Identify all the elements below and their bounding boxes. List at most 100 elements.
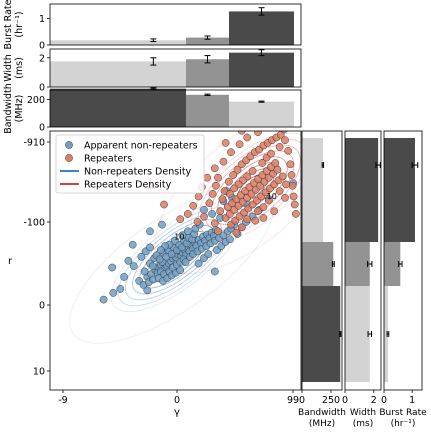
rep-point-37 <box>278 172 287 181</box>
bar-2 <box>229 101 294 127</box>
ylabel: Bandwidth(MHz) <box>3 83 25 134</box>
rep-point-59 <box>289 192 298 201</box>
panel-frame <box>49 3 302 46</box>
rep-point-95 <box>194 192 203 201</box>
rep-point-111 <box>160 200 168 209</box>
rep-point-62 <box>205 199 214 208</box>
rep-point-24 <box>271 159 280 167</box>
rep-point-110 <box>193 218 202 226</box>
xtick-label-0: -9 <box>58 395 67 406</box>
panel-frame <box>383 130 423 391</box>
legend-marker-rep <box>65 154 73 162</box>
nonrep-point-61 <box>181 258 190 266</box>
rep-point-84 <box>275 143 284 151</box>
nonrep-point-112 <box>143 286 152 295</box>
nonrep-point-52 <box>148 262 157 270</box>
bar-1 <box>186 94 229 127</box>
rep-point-61 <box>291 210 300 218</box>
nonrep-point-106 <box>156 246 165 254</box>
nonrep-point-91 <box>204 250 213 258</box>
nonrep-point-111 <box>99 295 108 304</box>
nonrep-point-84 <box>129 262 138 270</box>
rep-point-75 <box>248 167 257 175</box>
nonrep-point-95 <box>226 235 234 244</box>
rep-point-80 <box>226 189 234 198</box>
nonrep-point-127 <box>128 240 137 249</box>
contour-label-nonrep: 10 <box>174 232 184 241</box>
rep-point-99 <box>259 214 268 222</box>
rep-point-54 <box>281 136 289 145</box>
ylabel: r <box>8 256 13 267</box>
rep-point-69 <box>237 223 246 232</box>
bar-0 <box>345 138 379 242</box>
nonrep-point-124 <box>158 220 166 229</box>
xtick-label-0: 0 <box>381 395 387 406</box>
series-repeaters <box>146 131 300 237</box>
rep-density-contour-2 <box>204 144 301 232</box>
ylabel-text: Bandwidth(MHz) <box>3 83 25 134</box>
nonrep-point-88 <box>146 243 154 252</box>
xlabel: Bandwidth (MHz) <box>298 408 346 429</box>
rep-point-83 <box>267 149 275 158</box>
top-burst-rate-panel: 0 1 Burst Rate(hr⁻¹) <box>3 0 302 52</box>
legend-label-nonrep-density: Non-repeaters Density <box>84 167 192 178</box>
nonrep-point-108 <box>109 289 118 297</box>
panel-frame <box>301 130 343 391</box>
xtick-label-1: 2 <box>371 395 377 406</box>
legend-box <box>55 134 205 194</box>
rep-point-56 <box>286 160 295 169</box>
nonrep-point-50 <box>140 267 149 276</box>
rep-point-65 <box>214 173 222 182</box>
bar-2 <box>229 52 294 87</box>
nonrep-point-89 <box>194 259 203 268</box>
rep-point-96 <box>200 212 208 221</box>
rep-point-108 <box>183 210 192 218</box>
rep-point-85 <box>280 131 288 134</box>
xlabel: Burst Rate (hr⁻¹) <box>379 408 427 429</box>
rep-point-57 <box>287 171 296 179</box>
rep-point-68 <box>232 228 241 237</box>
panel-frame <box>49 89 302 128</box>
rep-point-72 <box>264 196 273 205</box>
rep-point-38 <box>216 207 225 216</box>
nonrep-point-126 <box>210 267 219 276</box>
rep-point-79 <box>230 184 239 193</box>
bar-2 <box>345 286 370 382</box>
legend-label-nonrep: Apparent non-repeaters <box>84 141 198 152</box>
legend-marker-nonrep <box>65 141 73 149</box>
rep-point-89 <box>235 140 244 149</box>
contour-label-rep: 10 <box>267 192 277 201</box>
panel-frame <box>344 130 382 391</box>
rep-point-41 <box>224 177 233 186</box>
bar-0 <box>50 88 186 127</box>
main-plot-area: 10 10 <box>69 131 301 344</box>
nonrep-point-118 <box>200 206 208 214</box>
nonrep-point-107 <box>116 285 125 293</box>
nonrep-point-110 <box>108 263 117 272</box>
rep-point-100 <box>270 207 279 216</box>
ylabel: Burst Rate(hr⁻¹) <box>3 0 25 49</box>
bar-2 <box>229 11 294 45</box>
bar-1 <box>186 37 229 45</box>
bar-2 <box>302 286 341 382</box>
rep-point-67 <box>214 227 222 236</box>
ytick-label-0: 0 <box>39 41 45 52</box>
xtick-label-0: 0 <box>342 395 348 406</box>
rep-point-91 <box>219 157 228 166</box>
bar-0 <box>302 138 323 242</box>
panel-frame <box>49 48 302 88</box>
bar-1 <box>186 59 229 87</box>
nonrep-point-102 <box>178 231 187 240</box>
rep-point-113 <box>221 139 230 147</box>
rep-point-63 <box>208 189 217 198</box>
ytick-label-1: 2 <box>39 53 45 64</box>
xlabel: Width (ms) <box>350 408 376 429</box>
rep-point-43 <box>233 165 242 174</box>
rep-point-55 <box>284 147 293 155</box>
ytick-label-0: 0 <box>39 83 45 94</box>
xtick-label-0: 0 <box>299 395 305 406</box>
